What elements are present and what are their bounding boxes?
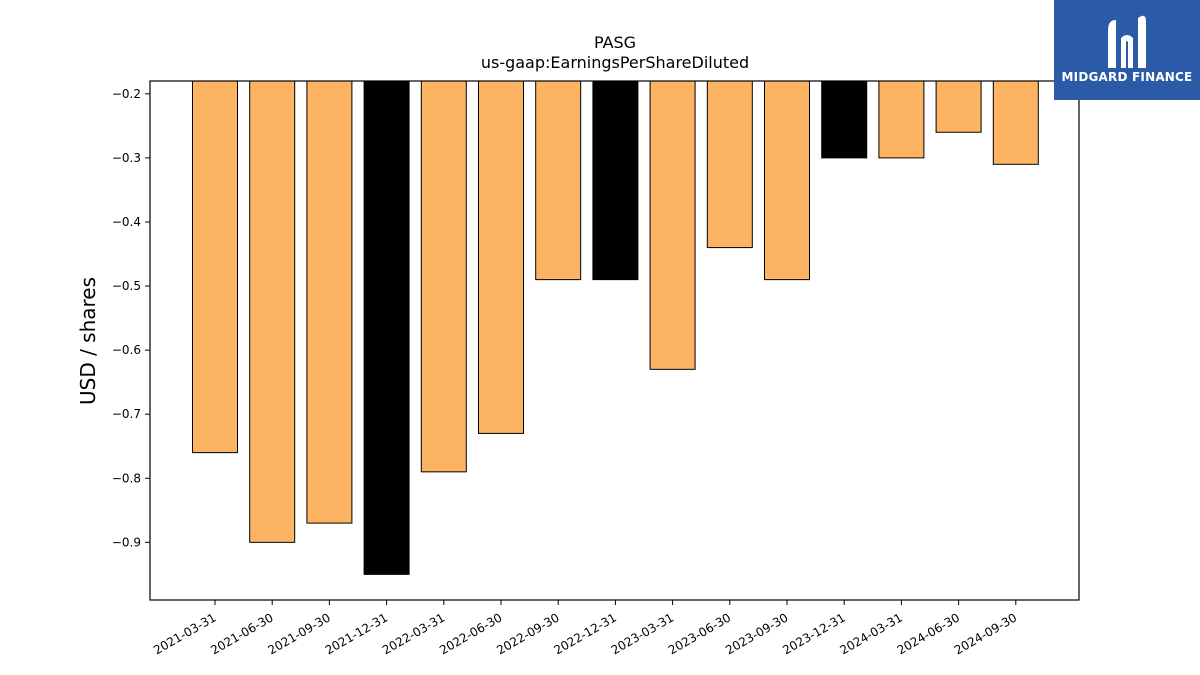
y-tick-label: −0.7 [112, 407, 141, 421]
x-tick-label: 2022-09-30 [494, 610, 561, 657]
bar-2024-06-30 [935, 80, 982, 133]
bars-group [192, 80, 1039, 575]
bar-2021-12-31 [363, 80, 410, 575]
x-tick-label: 2021-03-31 [151, 610, 218, 657]
y-tick-label: −0.9 [112, 535, 141, 549]
bar-2021-03-31 [192, 80, 238, 454]
x-tick-label: 2024-09-30 [952, 610, 1019, 657]
x-tick-label: 2023-06-30 [666, 610, 733, 657]
x-tick-label: 2022-03-31 [380, 610, 447, 657]
bar-2022-03-31 [420, 80, 467, 473]
bar-2023-09-30 [764, 80, 810, 281]
x-tick-label: 2023-03-31 [609, 610, 676, 657]
chart-subtitle: us-gaap:EarningsPerShareDiluted [481, 53, 749, 72]
chart-title: PASG [594, 33, 636, 52]
bar-2024-03-31 [878, 80, 925, 159]
bar-2021-09-30 [306, 80, 353, 524]
brand-name: MIDGARD FINANCE [1061, 70, 1193, 84]
x-tick-label: 2021-06-30 [208, 610, 275, 657]
x-tick-label: 2024-06-30 [895, 610, 962, 657]
y-tick-label: −0.5 [112, 279, 141, 293]
bar-2022-09-30 [535, 80, 582, 281]
bar-2022-06-30 [478, 80, 524, 434]
bar-2023-12-31 [821, 80, 868, 159]
y-tick-label: −0.8 [112, 471, 141, 485]
bar-2021-06-30 [249, 80, 296, 543]
y-axis-label: USD / shares [76, 277, 100, 405]
y-ticks-group: −0.2 −0.3 −0.4 −0.5 −0.6 −0.7 −0.8 −0.9 [112, 87, 150, 549]
bar-2023-03-31 [649, 80, 696, 370]
y-tick-label: −0.4 [112, 215, 141, 229]
bar-2024-09-30 [992, 80, 1039, 165]
plot-frame [149, 80, 1080, 601]
x-tick-label: 2021-12-31 [323, 610, 390, 657]
brand-logo: MIDGARD FINANCE [1054, 0, 1200, 100]
midgard-m-logo-icon [1108, 15, 1146, 68]
x-tick-label: 2024-03-31 [837, 610, 904, 657]
x-ticks-group: 2021-03-312021-06-302021-09-302021-12-31… [151, 600, 1019, 657]
y-tick-label: −0.2 [112, 87, 141, 101]
y-tick-label: −0.3 [112, 151, 141, 165]
bar-2022-12-31 [592, 80, 639, 281]
x-tick-label: 2023-09-30 [723, 610, 790, 657]
x-tick-label: 2021-09-30 [265, 610, 332, 657]
y-tick-label: −0.6 [112, 343, 141, 357]
x-tick-label: 2022-06-30 [437, 610, 504, 657]
x-tick-label: 2023-12-31 [780, 610, 847, 657]
x-tick-label: 2022-12-31 [551, 610, 618, 657]
bar-2023-06-30 [706, 80, 753, 249]
